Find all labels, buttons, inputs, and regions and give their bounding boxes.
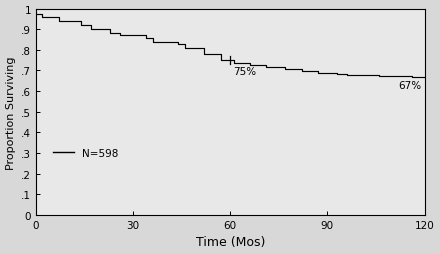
Legend: N=598: N=598 xyxy=(49,144,123,163)
Text: 67%: 67% xyxy=(398,81,422,91)
Y-axis label: Proportion Surviving: Proportion Surviving xyxy=(6,56,15,169)
X-axis label: Time (Mos): Time (Mos) xyxy=(196,235,265,248)
Text: 75%: 75% xyxy=(234,66,257,76)
